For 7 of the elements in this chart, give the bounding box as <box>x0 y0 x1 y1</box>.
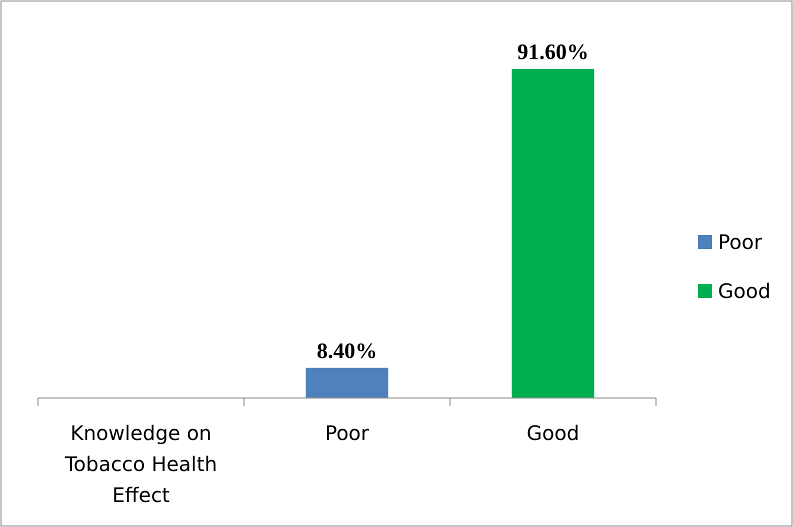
legend-label: Good <box>718 279 771 303</box>
data-label: 8.40% <box>316 338 378 363</box>
x-tick-label: Good <box>526 421 580 445</box>
legend-label: Poor <box>718 230 763 254</box>
x-tick-label: Poor <box>324 421 370 445</box>
x-tick-label: Knowledge on Tobacco Health Effect <box>64 421 218 507</box>
data-label: 91.60% <box>517 39 589 64</box>
